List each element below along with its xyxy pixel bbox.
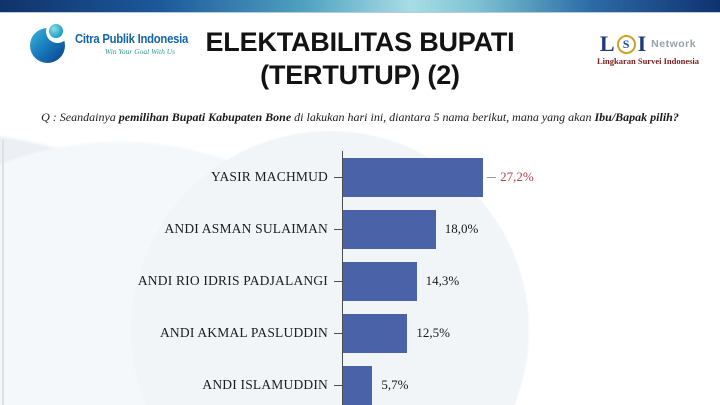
question-segment: Ibu/Bapak pilih? [594,110,679,124]
category-label: ANDI ISLAMUDDIN [202,377,328,392]
lsi-s-circle-icon: S [616,34,636,54]
lsi-network-logo: L S I Network Lingkaran Survei Indonesia [592,31,704,67]
survey-question: Q : Seandainya pemilihan Bupati Kabupate… [38,108,682,126]
axis-tick [334,280,342,282]
question-segment: di lakukan hari ini, diantara 5 nama ber… [291,110,595,124]
axis-tick [334,228,342,230]
bar [343,157,484,197]
value-label: 27,2% [500,169,534,184]
bar [343,313,408,353]
slide-edge-line [2,140,4,405]
category-label: ANDI RIO IDRIS PADJALANGI [137,273,328,288]
chart-row: ANDI RIO IDRIS PADJALANGI 14,3% [0,255,720,307]
value-label: 5,7% [381,377,409,392]
citra-publik-wordmark: Citra Publik Indonesia [75,30,189,46]
lsi-letter-l: L [599,31,615,56]
chart-row: ANDI ISLAMUDDIN 5,7% [0,359,720,405]
bar [343,261,417,301]
value-label: 14,3% [425,273,460,288]
value-label: 18,0% [444,221,479,236]
lsi-network-label: Network [651,38,697,50]
bar [343,209,436,249]
citra-publik-sphere-icon [30,20,69,63]
chart-row: ANDI ASMAN SULAIMAN 18,0% [0,203,720,255]
chart-axis-line [342,151,343,405]
top-gradient-bar [0,0,720,13]
axis-tick [334,332,342,334]
axis-tick [334,176,342,178]
category-label: YASIR MACHMUD [211,169,328,184]
chart-row: ANDI AKMAL PASLUDDIN 12,5% [0,307,720,359]
citra-publik-tagline: Win Your Goal With Us [104,46,176,56]
value-label: 12,5% [416,325,450,340]
category-label: ANDI AKMAL PASLUDDIN [159,325,328,340]
axis-tick [334,384,342,386]
question-segment: Q : Seandainya [41,110,119,124]
bar-chart: YASIR MACHMUD 27,2% ANDI ASMAN SULAIMAN 18,… [0,151,720,405]
leader-line [487,176,497,178]
chart-row: YASIR MACHMUD 27,2% [0,151,720,203]
slide-title: ELEKTABILITAS BUPATI (TERTUTUP) (2) [180,26,540,92]
bar [343,365,373,405]
slide-title-line2: (TERTUTUP) (2) [260,60,460,90]
citra-publik-logo: Citra Publik Indonesia Win Your Goal Wit… [30,20,205,63]
slide-title-line1: ELEKTABILITAS BUPATI [205,27,515,57]
lsi-letter-i: I [637,31,647,56]
category-label: ANDI ASMAN SULAIMAN [164,221,328,236]
question-segment: pemilihan Bupati Kabupaten Bone [118,110,292,124]
lsi-subtitle: Lingkaran Survei Indonesia [596,56,700,66]
